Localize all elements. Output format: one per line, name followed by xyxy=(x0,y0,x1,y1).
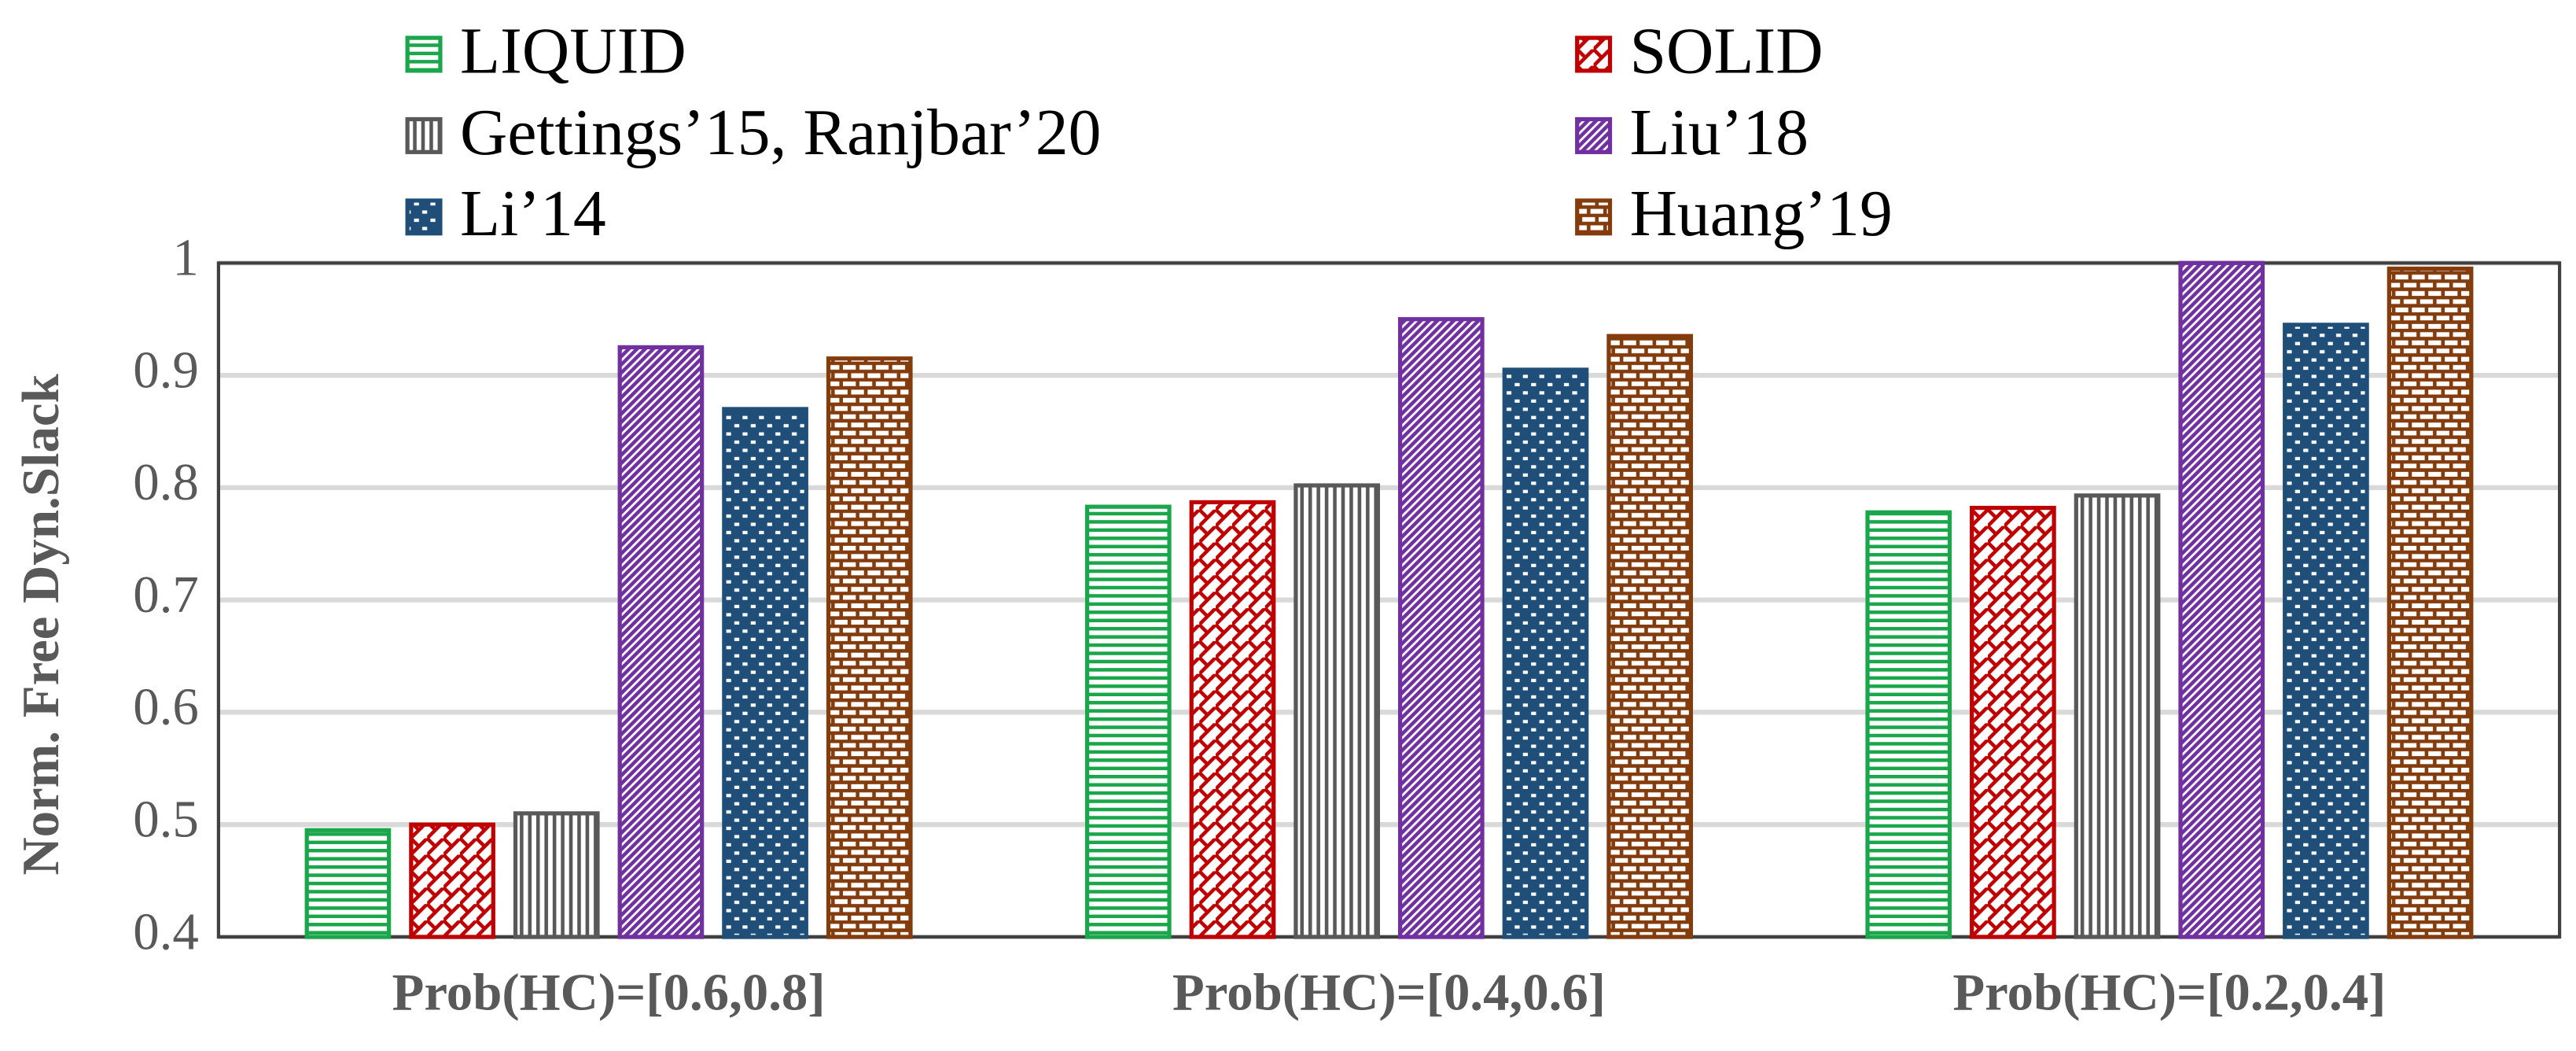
legend-label: Gettings’15, Ranjbar’20 xyxy=(460,97,1101,169)
bar xyxy=(2386,266,2474,939)
bar xyxy=(2178,260,2265,939)
bar xyxy=(1502,367,1589,939)
bar xyxy=(1397,317,1485,939)
bar xyxy=(2074,493,2161,939)
bar xyxy=(1294,483,1380,939)
x-tick-label: Prob(HC)=[0.6,0.8] xyxy=(392,964,826,1022)
bar xyxy=(1606,334,1694,939)
legend-swatch xyxy=(405,198,443,236)
bar xyxy=(513,811,600,939)
bar xyxy=(826,356,913,939)
bar xyxy=(722,407,808,939)
y-axis-label: Norm. Free Dyn.Slack xyxy=(12,373,70,875)
bar xyxy=(617,345,705,939)
y-tick-label: 0.6 xyxy=(133,678,199,736)
legend-label: Li’14 xyxy=(460,178,606,250)
legend-label: SOLID xyxy=(1630,15,1823,87)
legend-swatch xyxy=(1575,116,1613,154)
legend-swatch xyxy=(1575,198,1613,236)
bar xyxy=(1970,505,2056,939)
legend-label: Liu’18 xyxy=(1630,97,1809,169)
bar xyxy=(1865,510,1952,939)
y-tick-label: 0.9 xyxy=(133,341,199,399)
legend-swatch xyxy=(1575,35,1613,73)
legend-label: LIQUID xyxy=(460,15,686,87)
y-tick-label: 0.5 xyxy=(133,791,199,849)
bar xyxy=(1084,504,1172,939)
legend-swatch xyxy=(405,116,443,154)
plot-frame xyxy=(216,261,2562,939)
y-tick-label: 0.4 xyxy=(133,902,199,961)
x-tick-label: Prob(HC)=[0.4,0.6] xyxy=(1172,964,1606,1022)
y-tick-label: 0.7 xyxy=(133,566,199,624)
bar xyxy=(409,822,495,939)
x-tick-label: Prob(HC)=[0.2,0.4] xyxy=(1952,964,2386,1022)
legend-swatch xyxy=(405,35,443,73)
bar xyxy=(2283,323,2369,939)
y-tick-label: 1 xyxy=(172,229,198,287)
bar xyxy=(1189,500,1276,939)
bar xyxy=(304,828,392,939)
legend-label: Huang’19 xyxy=(1630,178,1893,250)
y-tick-label: 0.8 xyxy=(133,453,199,511)
